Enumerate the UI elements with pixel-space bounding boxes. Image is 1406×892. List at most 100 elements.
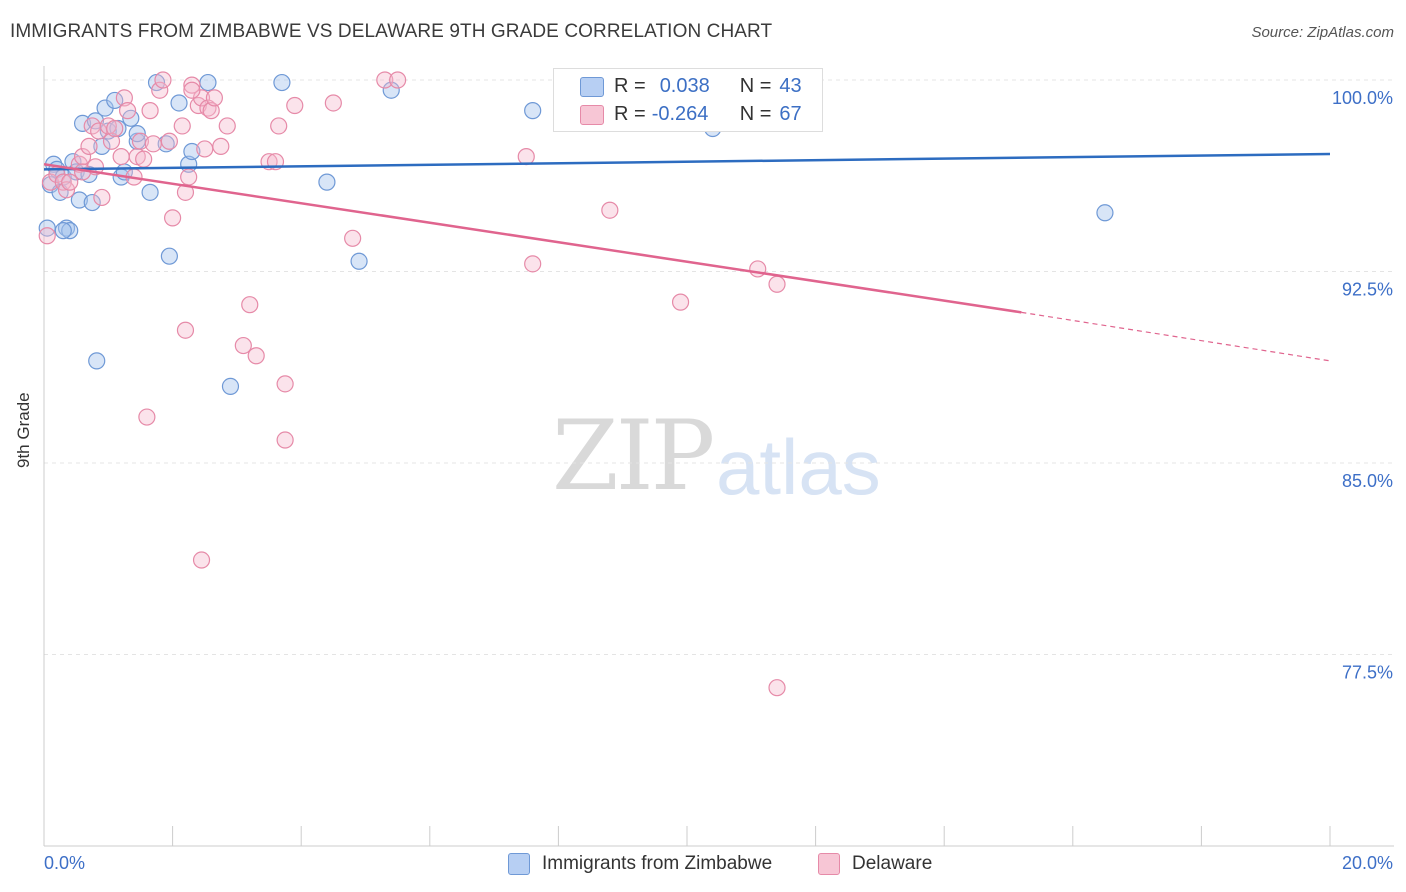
delaware-point bbox=[270, 117, 288, 135]
legend-r-value: 0.038 bbox=[659, 74, 710, 97]
y-tick-label: 85.0% bbox=[1342, 471, 1393, 491]
y-tick-label: 100.0% bbox=[1332, 88, 1393, 108]
zimbabwe-point bbox=[57, 219, 76, 237]
delaware-point bbox=[151, 81, 169, 99]
source-credit: Source: ZipAtlas.com bbox=[1251, 24, 1394, 41]
y-tick-label: 92.5% bbox=[1342, 280, 1393, 300]
zimbabwe-point bbox=[160, 247, 178, 265]
delaware-point bbox=[212, 137, 230, 155]
delaware-point bbox=[135, 150, 153, 168]
zimbabwe-point bbox=[524, 102, 542, 120]
zimbabwe-point bbox=[70, 191, 88, 209]
delaware-point bbox=[389, 71, 407, 89]
legend-r-label: R = bbox=[614, 74, 646, 97]
zimbabwe-trend-line bbox=[43, 152, 1331, 171]
delaware-point bbox=[118, 102, 137, 120]
delaware-point bbox=[183, 76, 201, 94]
zimbabwe-point bbox=[86, 112, 105, 130]
delaware-point bbox=[183, 81, 201, 99]
delaware-point bbox=[138, 408, 156, 426]
delaware-point bbox=[196, 140, 214, 158]
zimbabwe-point bbox=[54, 222, 72, 240]
delaware-point bbox=[376, 71, 394, 89]
delaware-point bbox=[131, 132, 150, 150]
delaware-point bbox=[176, 321, 195, 339]
delaware-point bbox=[61, 173, 79, 191]
zimbabwe-point bbox=[382, 81, 400, 99]
delaware-point bbox=[160, 132, 178, 150]
legend-n-value: 43 bbox=[779, 74, 802, 97]
delaware-point bbox=[517, 148, 535, 166]
stats-legend: R = 0.038 N = 43 R = -0.264 N = 67 bbox=[553, 68, 823, 132]
zimbabwe-point bbox=[350, 252, 368, 270]
delaware-point bbox=[768, 275, 786, 293]
delaware-point bbox=[115, 89, 133, 107]
zimbabwe-point bbox=[83, 193, 101, 212]
delaware-point bbox=[344, 229, 362, 247]
zimbabwe-point bbox=[1096, 204, 1114, 222]
zimbabwe-point bbox=[183, 142, 201, 161]
zimbabwe-point bbox=[106, 91, 124, 110]
legend-r-value: -0.264 bbox=[651, 102, 709, 125]
delaware-point bbox=[144, 135, 162, 153]
legend-row-blue: R = 0.038 N = 43 bbox=[614, 74, 802, 98]
delaware-point bbox=[241, 296, 259, 314]
legend-label-zimbabwe: Immigrants from Zimbabwe bbox=[542, 853, 773, 874]
legend-swatch-pink bbox=[818, 853, 840, 875]
watermark-atlas: atlas bbox=[716, 423, 881, 511]
delaware-trend-line bbox=[43, 163, 1022, 314]
legend-row-pink: R = -0.264 N = 67 bbox=[614, 102, 802, 126]
delaware-point bbox=[276, 375, 294, 393]
delaware-point bbox=[276, 431, 294, 449]
delaware-point bbox=[141, 102, 159, 120]
legend-n-label: N = bbox=[739, 74, 772, 97]
delaware-point bbox=[38, 227, 56, 245]
x-tick-label: 0.0% bbox=[44, 853, 85, 873]
legend-r-label: R = bbox=[614, 102, 646, 125]
delaware-point bbox=[93, 188, 111, 207]
zimbabwe-point bbox=[199, 73, 217, 92]
delaware-point bbox=[324, 94, 342, 112]
delaware-point bbox=[73, 148, 92, 166]
zimbabwe-point bbox=[170, 94, 188, 112]
legend-label-delaware: Delaware bbox=[852, 853, 933, 874]
delaware-point bbox=[205, 89, 223, 107]
delaware-point bbox=[749, 260, 767, 278]
zimbabwe-point bbox=[318, 173, 336, 191]
zimbabwe-point bbox=[141, 183, 159, 201]
zimbabwe-point bbox=[157, 135, 175, 153]
delaware-point bbox=[202, 102, 220, 120]
delaware-point bbox=[234, 336, 252, 355]
delaware-point bbox=[164, 209, 182, 227]
zimbabwe-point bbox=[273, 73, 291, 92]
y-axis-label: 9th Grade bbox=[14, 392, 33, 468]
zimbabwe-point bbox=[73, 114, 92, 133]
delaware-point bbox=[524, 255, 542, 273]
delaware-point bbox=[218, 117, 236, 135]
delaware-point bbox=[180, 168, 198, 186]
delaware-point bbox=[768, 679, 786, 697]
delaware-point bbox=[173, 117, 191, 135]
delaware-point bbox=[286, 96, 304, 115]
legend-swatch-blue bbox=[580, 77, 604, 97]
legend-n-label: N = bbox=[739, 102, 772, 125]
delaware-point bbox=[112, 148, 130, 166]
delaware-point bbox=[106, 119, 124, 138]
delaware-point bbox=[102, 132, 121, 150]
zimbabwe-point bbox=[88, 352, 106, 370]
delaware-point bbox=[601, 201, 619, 219]
legend-swatch-pink bbox=[580, 105, 604, 125]
delaware-point bbox=[199, 99, 217, 117]
zimbabwe-point bbox=[61, 222, 79, 240]
chart-title: IMMIGRANTS FROM ZIMBABWE VS DELAWARE 9TH… bbox=[10, 21, 773, 42]
delaware-point bbox=[192, 551, 211, 569]
bottom-legend-zimbabwe: Immigrants from Zimbabwe bbox=[508, 851, 772, 877]
y-tick-label: 77.5% bbox=[1342, 663, 1393, 683]
delaware-point bbox=[671, 293, 690, 311]
delaware-point bbox=[247, 347, 265, 365]
legend-swatch-blue bbox=[508, 853, 530, 875]
delaware-point bbox=[154, 71, 172, 89]
delaware-point bbox=[80, 137, 98, 155]
legend-n-value: 67 bbox=[779, 102, 802, 125]
